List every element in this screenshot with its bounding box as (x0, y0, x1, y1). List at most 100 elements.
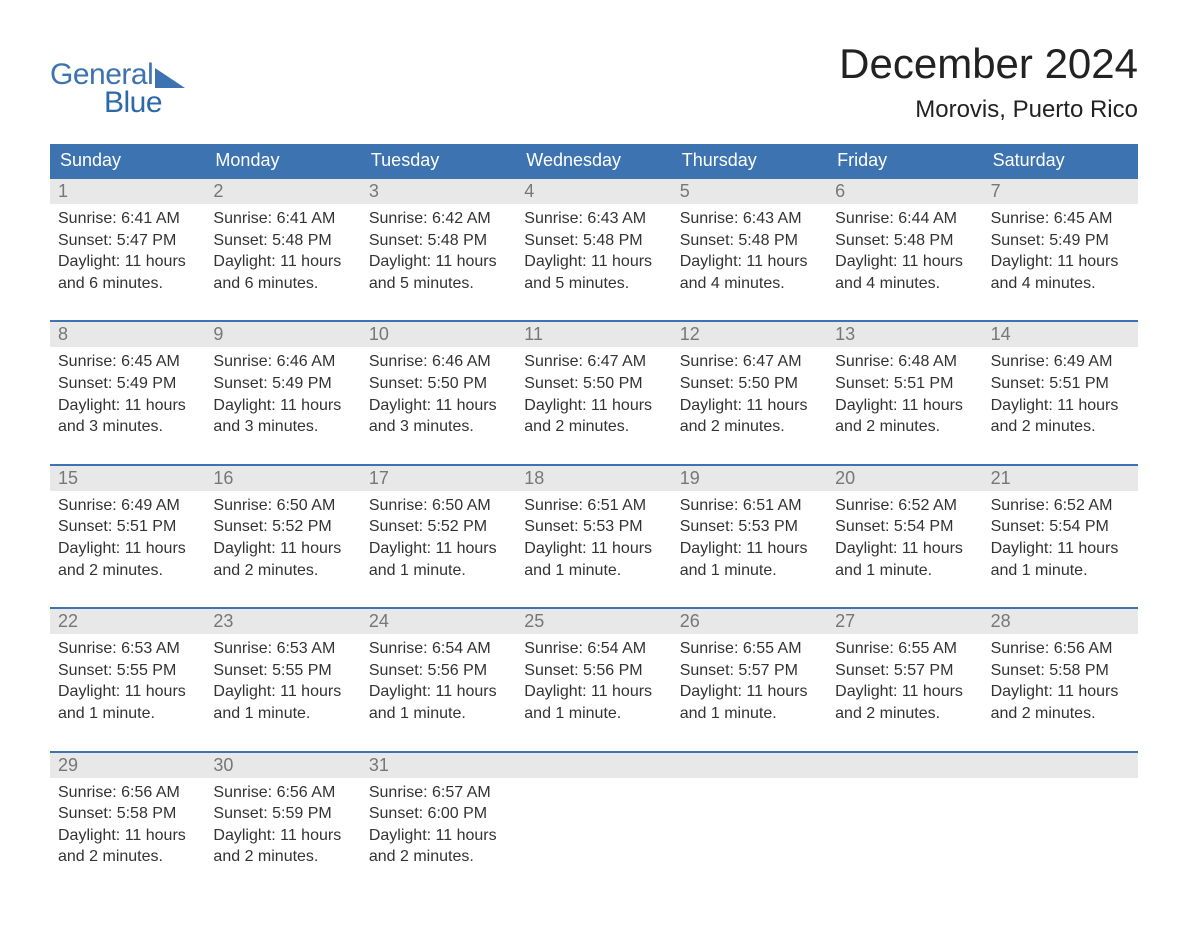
day-number: 21 (983, 466, 1138, 491)
sunrise-text: Sunrise: 6:49 AM (58, 495, 197, 517)
brand-line2: Blue (104, 86, 185, 120)
day-number-row: 22232425262728 (50, 607, 1138, 634)
daylight-text: Daylight: 11 hours and 5 minutes. (369, 251, 508, 294)
sunset-text: Sunset: 5:48 PM (369, 230, 508, 252)
dow-cell: Monday (205, 144, 360, 177)
day-number: 9 (205, 322, 360, 347)
daylight-text: Daylight: 11 hours and 3 minutes. (58, 395, 197, 438)
sunset-text: Sunset: 5:56 PM (369, 660, 508, 682)
sunset-text: Sunset: 5:47 PM (58, 230, 197, 252)
day-number: 24 (361, 609, 516, 634)
daylight-text: Daylight: 11 hours and 1 minute. (58, 681, 197, 724)
sunset-text: Sunset: 5:57 PM (680, 660, 819, 682)
sunset-text: Sunset: 5:49 PM (213, 373, 352, 395)
day-cell: Sunrise: 6:44 AMSunset: 5:48 PMDaylight:… (827, 204, 982, 312)
sunset-text: Sunset: 5:52 PM (213, 516, 352, 538)
dow-cell: Sunday (50, 144, 205, 177)
sunrise-text: Sunrise: 6:56 AM (991, 638, 1130, 660)
day-data-row: Sunrise: 6:49 AMSunset: 5:51 PMDaylight:… (50, 491, 1138, 599)
day-cell: Sunrise: 6:57 AMSunset: 6:00 PMDaylight:… (361, 778, 516, 886)
day-number: 12 (672, 322, 827, 347)
daylight-text: Daylight: 11 hours and 6 minutes. (213, 251, 352, 294)
day-cell: Sunrise: 6:50 AMSunset: 5:52 PMDaylight:… (361, 491, 516, 599)
sunset-text: Sunset: 5:49 PM (991, 230, 1130, 252)
day-cell: Sunrise: 6:41 AMSunset: 5:47 PMDaylight:… (50, 204, 205, 312)
sunset-text: Sunset: 5:50 PM (680, 373, 819, 395)
sunset-text: Sunset: 5:49 PM (58, 373, 197, 395)
sunrise-text: Sunrise: 6:41 AM (58, 208, 197, 230)
daylight-text: Daylight: 11 hours and 4 minutes. (991, 251, 1130, 294)
day-data-row: Sunrise: 6:45 AMSunset: 5:49 PMDaylight:… (50, 347, 1138, 455)
day-cell: Sunrise: 6:48 AMSunset: 5:51 PMDaylight:… (827, 347, 982, 455)
day-cell: Sunrise: 6:52 AMSunset: 5:54 PMDaylight:… (983, 491, 1138, 599)
brand-triangle-icon (155, 68, 185, 88)
sunset-text: Sunset: 5:51 PM (991, 373, 1130, 395)
day-cell: Sunrise: 6:54 AMSunset: 5:56 PMDaylight:… (361, 634, 516, 742)
sunset-text: Sunset: 5:53 PM (524, 516, 663, 538)
day-number: 6 (827, 179, 982, 204)
day-cell: Sunrise: 6:43 AMSunset: 5:48 PMDaylight:… (516, 204, 671, 312)
sunset-text: Sunset: 5:54 PM (835, 516, 974, 538)
day-number: 30 (205, 753, 360, 778)
sunrise-text: Sunrise: 6:52 AM (835, 495, 974, 517)
day-cell: Sunrise: 6:49 AMSunset: 5:51 PMDaylight:… (983, 347, 1138, 455)
sunrise-text: Sunrise: 6:55 AM (835, 638, 974, 660)
day-cell: Sunrise: 6:56 AMSunset: 5:58 PMDaylight:… (983, 634, 1138, 742)
sunrise-text: Sunrise: 6:52 AM (991, 495, 1130, 517)
week-block: 293031Sunrise: 6:56 AMSunset: 5:58 PMDay… (50, 751, 1138, 886)
day-number: 19 (672, 466, 827, 491)
daylight-text: Daylight: 11 hours and 2 minutes. (680, 395, 819, 438)
sunset-text: Sunset: 5:48 PM (680, 230, 819, 252)
week-block: 15161718192021Sunrise: 6:49 AMSunset: 5:… (50, 464, 1138, 599)
day-number: 20 (827, 466, 982, 491)
daylight-text: Daylight: 11 hours and 1 minute. (524, 538, 663, 581)
header: General Blue December 2024 Morovis, Puer… (50, 40, 1138, 124)
daylight-text: Daylight: 11 hours and 1 minute. (680, 681, 819, 724)
sunset-text: Sunset: 5:55 PM (58, 660, 197, 682)
day-number: 15 (50, 466, 205, 491)
day-number: 5 (672, 179, 827, 204)
daylight-text: Daylight: 11 hours and 2 minutes. (58, 538, 197, 581)
daylight-text: Daylight: 11 hours and 2 minutes. (369, 825, 508, 868)
sunrise-text: Sunrise: 6:54 AM (524, 638, 663, 660)
sunrise-text: Sunrise: 6:49 AM (991, 351, 1130, 373)
day-number: 14 (983, 322, 1138, 347)
sunset-text: Sunset: 5:59 PM (213, 803, 352, 825)
day-cell: Sunrise: 6:49 AMSunset: 5:51 PMDaylight:… (50, 491, 205, 599)
dow-cell: Wednesday (516, 144, 671, 177)
sunset-text: Sunset: 5:58 PM (991, 660, 1130, 682)
daylight-text: Daylight: 11 hours and 2 minutes. (213, 538, 352, 581)
title-block: December 2024 Morovis, Puerto Rico (839, 40, 1138, 124)
day-cell: Sunrise: 6:55 AMSunset: 5:57 PMDaylight:… (672, 634, 827, 742)
sunrise-text: Sunrise: 6:43 AM (680, 208, 819, 230)
day-number: 7 (983, 179, 1138, 204)
dow-cell: Friday (827, 144, 982, 177)
day-number: 31 (361, 753, 516, 778)
week-block: 1234567Sunrise: 6:41 AMSunset: 5:47 PMDa… (50, 177, 1138, 312)
day-data-row: Sunrise: 6:56 AMSunset: 5:58 PMDaylight:… (50, 778, 1138, 886)
sunset-text: Sunset: 5:52 PM (369, 516, 508, 538)
sunrise-text: Sunrise: 6:56 AM (213, 782, 352, 804)
sunrise-text: Sunrise: 6:44 AM (835, 208, 974, 230)
sunset-text: Sunset: 5:50 PM (369, 373, 508, 395)
daylight-text: Daylight: 11 hours and 1 minute. (524, 681, 663, 724)
daylight-text: Daylight: 11 hours and 1 minute. (835, 538, 974, 581)
daylight-text: Daylight: 11 hours and 2 minutes. (58, 825, 197, 868)
week-block: 891011121314Sunrise: 6:45 AMSunset: 5:49… (50, 320, 1138, 455)
day-cell: Sunrise: 6:47 AMSunset: 5:50 PMDaylight:… (516, 347, 671, 455)
dow-cell: Saturday (983, 144, 1138, 177)
daylight-text: Daylight: 11 hours and 1 minute. (213, 681, 352, 724)
daylight-text: Daylight: 11 hours and 6 minutes. (58, 251, 197, 294)
daylight-text: Daylight: 11 hours and 1 minute. (369, 538, 508, 581)
brand-logo: General Blue (50, 58, 185, 120)
day-cell: Sunrise: 6:53 AMSunset: 5:55 PMDaylight:… (205, 634, 360, 742)
sunset-text: Sunset: 5:51 PM (835, 373, 974, 395)
sunset-text: Sunset: 5:53 PM (680, 516, 819, 538)
day-cell: Sunrise: 6:46 AMSunset: 5:49 PMDaylight:… (205, 347, 360, 455)
day-cell: Sunrise: 6:45 AMSunset: 5:49 PMDaylight:… (983, 204, 1138, 312)
day-of-week-header: SundayMondayTuesdayWednesdayThursdayFrid… (50, 144, 1138, 177)
day-number: 8 (50, 322, 205, 347)
daylight-text: Daylight: 11 hours and 5 minutes. (524, 251, 663, 294)
day-cell: Sunrise: 6:56 AMSunset: 5:58 PMDaylight:… (50, 778, 205, 886)
day-number: 26 (672, 609, 827, 634)
